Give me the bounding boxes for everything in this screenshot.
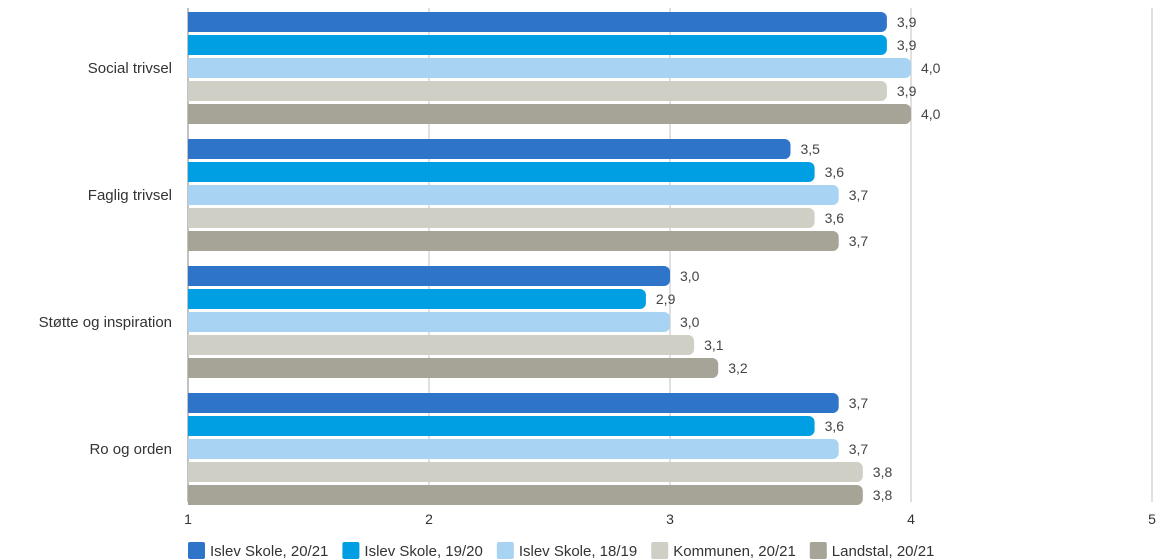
bar-ro-og-orden-landstal-20-21 — [188, 485, 863, 505]
bar-base-ro-og-orden-kommunen-20-21 — [188, 462, 196, 482]
bar-base-faglig-trivsel-islev-skole-18-19 — [188, 185, 196, 205]
bar-ro-og-orden-islev-skole-20-21 — [188, 393, 839, 413]
legend-label-islev-skole-20-21: Islev Skole, 20/21 — [210, 543, 328, 560]
bar-base-stotte-og-inspiration-kommunen-20-21 — [188, 335, 196, 355]
legend-label-kommunen-20-21: Kommunen, 20/21 — [673, 543, 796, 560]
x-tick-label-2: 2 — [425, 511, 433, 527]
bar-social-trivsel-islev-skole-20-21 — [188, 12, 887, 32]
value-label-faglig-trivsel-kommunen-20-21: 3,6 — [825, 210, 845, 226]
bar-faglig-trivsel-kommunen-20-21 — [188, 208, 815, 228]
x-tick-label-5: 5 — [1148, 511, 1156, 527]
bar-stotte-og-inspiration-kommunen-20-21 — [188, 335, 695, 355]
bar-base-ro-og-orden-islev-skole-18-19 — [188, 439, 196, 459]
value-label-ro-og-orden-kommunen-20-21: 3,8 — [873, 464, 893, 480]
bar-social-trivsel-islev-skole-19-20 — [188, 35, 887, 55]
bar-base-ro-og-orden-islev-skole-20-21 — [188, 393, 196, 413]
legend-label-landstal-20-21: Landstal, 20/21 — [832, 543, 935, 560]
bar-base-social-trivsel-landstal-20-21 — [188, 104, 196, 124]
x-tick-label-4: 4 — [907, 511, 915, 527]
legend-swatch-islev-skole-18-19 — [496, 542, 514, 559]
category-labels-group: Social trivsel Faglig trivsel Støtte og in… — [39, 60, 172, 458]
legend-swatch-kommunen-20-21 — [651, 542, 669, 559]
legend-label-islev-skole-19-20: Islev Skole, 19/20 — [364, 543, 482, 560]
bar-base-social-trivsel-islev-skole-18-19 — [188, 58, 196, 78]
bar-ro-og-orden-kommunen-20-21 — [188, 462, 863, 482]
value-label-ro-og-orden-islev-skole-18-19: 3,7 — [849, 441, 869, 457]
bar-faglig-trivsel-islev-skole-19-20 — [188, 162, 815, 182]
bar-base-stotte-og-inspiration-islev-skole-19-20 — [188, 289, 196, 309]
value-labels-group: 3,93,94,03,94,03,53,63,73,63,73,02,93,03… — [656, 14, 941, 503]
bar-faglig-trivsel-islev-skole-18-19 — [188, 185, 839, 205]
bar-base-stotte-og-inspiration-landstal-20-21 — [188, 358, 196, 378]
bar-series-group — [188, 12, 911, 505]
category-label-ro-og-orden: Ro og orden — [89, 441, 172, 458]
category-label-social-trivsel: Social trivsel — [88, 60, 172, 77]
bar-base-social-trivsel-islev-skole-19-20 — [188, 35, 196, 55]
bar-base-social-trivsel-kommunen-20-21 — [188, 81, 196, 101]
bar-base-stotte-og-inspiration-islev-skole-20-21 — [188, 266, 196, 286]
value-label-faglig-trivsel-landstal-20-21: 3,7 — [849, 233, 869, 249]
x-tick-label-1: 1 — [184, 511, 192, 527]
bar-social-trivsel-landstal-20-21 — [188, 104, 911, 124]
bar-base-stotte-og-inspiration-islev-skole-18-19 — [188, 312, 196, 332]
bar-faglig-trivsel-landstal-20-21 — [188, 231, 839, 251]
value-label-social-trivsel-landstal-20-21: 4,0 — [921, 106, 941, 122]
bar-ro-og-orden-islev-skole-19-20 — [188, 416, 815, 436]
value-label-ro-og-orden-islev-skole-19-20: 3,6 — [825, 418, 845, 434]
legend-swatch-islev-skole-19-20 — [342, 542, 360, 559]
bar-stotte-og-inspiration-islev-skole-20-21 — [188, 266, 670, 286]
value-label-faglig-trivsel-islev-skole-19-20: 3,6 — [825, 164, 845, 180]
bar-base-faglig-trivsel-landstal-20-21 — [188, 231, 196, 251]
value-label-faglig-trivsel-islev-skole-20-21: 3,5 — [801, 141, 821, 157]
bar-base-faglig-trivsel-kommunen-20-21 — [188, 208, 196, 228]
bar-stotte-og-inspiration-landstal-20-21 — [188, 358, 719, 378]
value-label-social-trivsel-kommunen-20-21: 3,9 — [897, 83, 917, 99]
legend-label-islev-skole-18-19: Islev Skole, 18/19 — [519, 543, 637, 560]
value-label-stotte-og-inspiration-islev-skole-18-19: 3,0 — [680, 314, 700, 330]
legend-swatch-islev-skole-20-21 — [188, 542, 205, 559]
bar-social-trivsel-kommunen-20-21 — [188, 81, 887, 101]
value-label-social-trivsel-islev-skole-19-20: 3,9 — [897, 37, 917, 53]
bar-base-faglig-trivsel-islev-skole-19-20 — [188, 162, 196, 182]
bar-base-faglig-trivsel-islev-skole-20-21 — [188, 139, 196, 159]
value-label-social-trivsel-islev-skole-18-19: 4,0 — [921, 60, 941, 76]
value-label-ro-og-orden-landstal-20-21: 3,8 — [873, 487, 893, 503]
legend-swatch-landstal-20-21 — [809, 542, 827, 559]
value-label-ro-og-orden-islev-skole-20-21: 3,7 — [849, 395, 869, 411]
x-tick-label-3: 3 — [666, 511, 674, 527]
x-axis-ticks-group: 1 2 3 4 5 — [184, 511, 1156, 527]
value-label-stotte-og-inspiration-islev-skole-20-21: 3,0 — [680, 268, 700, 284]
value-label-stotte-og-inspiration-landstal-20-21: 3,2 — [728, 360, 748, 376]
value-label-stotte-og-inspiration-islev-skole-19-20: 2,9 — [656, 291, 676, 307]
bar-ro-og-orden-islev-skole-18-19 — [188, 439, 839, 459]
bar-stotte-og-inspiration-islev-skole-18-19 — [188, 312, 670, 332]
bar-base-social-trivsel-islev-skole-20-21 — [188, 12, 196, 32]
value-label-stotte-og-inspiration-kommunen-20-21: 3,1 — [704, 337, 724, 353]
value-label-faglig-trivsel-islev-skole-18-19: 3,7 — [849, 187, 869, 203]
bar-base-ro-og-orden-landstal-20-21 — [188, 485, 196, 505]
bar-social-trivsel-islev-skole-18-19 — [188, 58, 911, 78]
legend: Islev Skole, 20/21 Islev Skole, 19/20 Isle… — [188, 542, 934, 560]
bar-stotte-og-inspiration-islev-skole-19-20 — [188, 289, 646, 309]
category-label-faglig-trivsel: Faglig trivsel — [88, 187, 172, 204]
bar-faglig-trivsel-islev-skole-20-21 — [188, 139, 791, 159]
bar-base-ro-og-orden-islev-skole-19-20 — [188, 416, 196, 436]
category-label-stotte-og-inspiration: Støtte og inspiration — [39, 314, 172, 331]
value-label-social-trivsel-islev-skole-20-21: 3,9 — [897, 14, 917, 30]
